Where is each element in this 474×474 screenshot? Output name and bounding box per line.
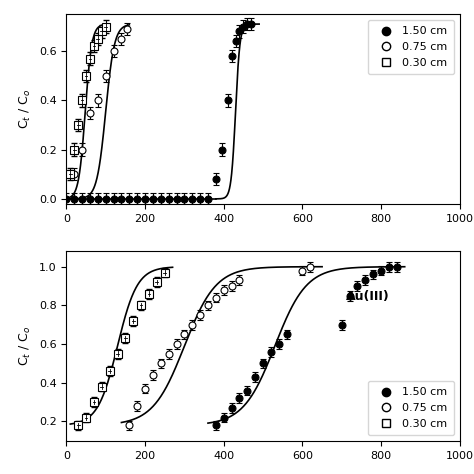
- Y-axis label: C$_t$ / C$_o$: C$_t$ / C$_o$: [18, 89, 33, 129]
- Text: Au(III): Au(III): [346, 290, 390, 302]
- Legend: 1.50 cm, 0.75 cm, 0.30 cm: 1.50 cm, 0.75 cm, 0.30 cm: [368, 381, 454, 435]
- Y-axis label: C$_t$ / C$_o$: C$_t$ / C$_o$: [18, 326, 33, 366]
- Legend: 1.50 cm, 0.75 cm, 0.30 cm: 1.50 cm, 0.75 cm, 0.30 cm: [368, 20, 454, 74]
